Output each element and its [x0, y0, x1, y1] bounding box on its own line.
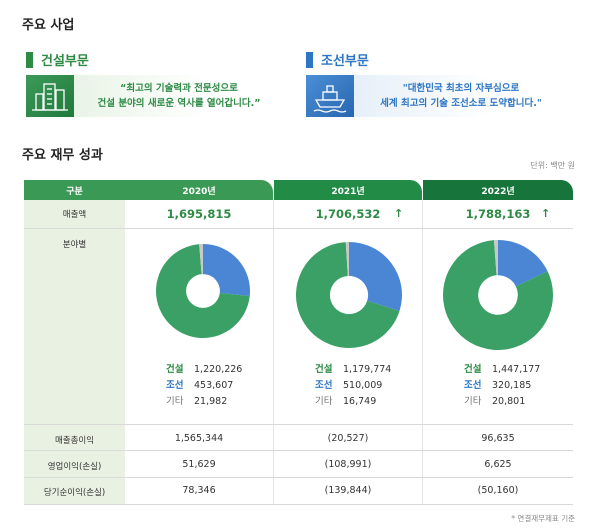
buildings-icon [26, 75, 74, 117]
gross-profit-2020: 1,565,344 [174, 433, 224, 444]
segment-row: 기타 20,801 [464, 396, 526, 407]
construction-title: 건설부문 [26, 50, 89, 69]
row-divider [24, 228, 573, 229]
segment-row: 조선 320,185 [464, 380, 532, 391]
gross-profit-2022: 96,635 [481, 433, 515, 444]
operating-profit-2020: 51,629 [182, 459, 216, 470]
quote-line: “최고의 기술력과 전문성으로 [120, 83, 238, 94]
row-divider [24, 477, 573, 478]
construction-title-label: 건설부문 [41, 54, 89, 69]
construction-quote: “최고의 기술력과 전문성으로 건설 분야의 새로운 역사를 열어갑니다.” [74, 81, 284, 111]
shipbuilding-banner: "대한민국 최초의 자부심으로 세계 최고의 기술 조선소로 도약합니다." [306, 75, 568, 117]
header-2022: 2022년 [423, 180, 573, 200]
row-label-sales: 매출액 [62, 210, 87, 220]
shipbuilding-title-label: 조선부문 [321, 54, 369, 69]
donut-slice-shipbuilding [498, 240, 548, 287]
donut-slice-construction [296, 242, 400, 348]
row-divider [24, 504, 573, 505]
segment-donut-2020 [156, 244, 250, 338]
ship-icon [306, 75, 354, 117]
donut-slice-other [493, 240, 498, 276]
donut-slice-construction [156, 244, 250, 338]
row-label-operating-profit: 영업이익(손실) [47, 462, 102, 472]
row-divider [24, 450, 573, 451]
gross-profit-2021: (20,527) [327, 433, 369, 444]
segment-list-2021: 건설 1,179,774 조선 510,009 기타 16,749 [315, 362, 391, 410]
header-2021: 2021년 [274, 180, 422, 200]
unit-label: 단위: 백만 원 [530, 161, 575, 170]
net-profit-2020: 78,346 [182, 485, 216, 496]
title-bar [26, 51, 33, 68]
donut-slice-shipbuilding [349, 242, 402, 312]
segment-row: 기타 21,982 [166, 396, 228, 407]
segment-donut-2022 [443, 240, 553, 350]
financial-table: 구분 2020년 2021년 2022년 매출액 분야별 매출총이익 영업이익(… [24, 180, 573, 505]
segment-row: 건설 1,179,774 [315, 364, 392, 375]
segment-row: 건설 1,220,226 [166, 364, 243, 375]
sales-value-2020: 1,695,815 [166, 207, 232, 221]
sales-up-arrow-icon: ↑ [541, 207, 551, 220]
segment-row: 건설 1,447,177 [464, 364, 541, 375]
donut-slice-construction [443, 240, 553, 350]
net-profit-2021: (139,844) [324, 485, 372, 496]
donut-slice-other [199, 244, 203, 275]
section-title-finance: 주요 재무 성과 [22, 148, 103, 163]
row-divider [24, 424, 573, 425]
segment-row: 조선 510,009 [315, 380, 383, 391]
shipbuilding-title: 조선부문 [306, 50, 369, 69]
donut-slice-shipbuilding [203, 244, 250, 297]
segment-donut-2021 [296, 242, 402, 348]
sales-value-2021: 1,706,532 [315, 207, 381, 221]
header-2020: 2020년 [125, 180, 273, 200]
footnote: * 연결재무제표 기준 [511, 514, 575, 523]
donut-slice-other [345, 242, 349, 276]
title-bar [306, 51, 313, 68]
quote-line: "대한민국 최초의 자부심으로 [402, 83, 520, 94]
quote-line: 세계 최고의 기술 조선소로 도약합니다." [380, 98, 542, 109]
shipbuilding-quote: "대한민국 최초의 자부심으로 세계 최고의 기술 조선소로 도약합니다." [354, 81, 568, 111]
segment-row: 조선 453,607 [166, 380, 234, 391]
sales-value-2022: 1,788,163 [465, 207, 531, 221]
quote-line: 건설 분야의 새로운 역사를 열어갑니다.” [97, 98, 261, 109]
column-divider [422, 200, 423, 505]
construction-banner: “최고의 기술력과 전문성으로 건설 분야의 새로운 역사를 열어갑니다.” [26, 75, 284, 117]
sales-up-arrow-icon: ↑ [394, 207, 404, 220]
operating-profit-2021: (108,991) [324, 459, 372, 470]
net-profit-2022: (50,160) [477, 485, 519, 496]
segment-list-2022: 건설 1,447,177 조선 320,185 기타 20,801 [464, 362, 540, 410]
segment-list-2020: 건설 1,220,226 조선 453,607 기타 21,982 [166, 362, 242, 410]
row-label-gross-profit: 매출총이익 [54, 436, 95, 446]
operating-profit-2022: 6,625 [484, 459, 512, 470]
row-label-net-profit: 당기순이익(손실) [43, 488, 106, 498]
header-label: 구분 [24, 180, 125, 200]
section-title-business: 주요 사업 [22, 18, 75, 33]
column-divider [273, 200, 274, 505]
segment-row: 기타 16,749 [315, 396, 377, 407]
row-label-segment: 분야별 [62, 240, 87, 250]
